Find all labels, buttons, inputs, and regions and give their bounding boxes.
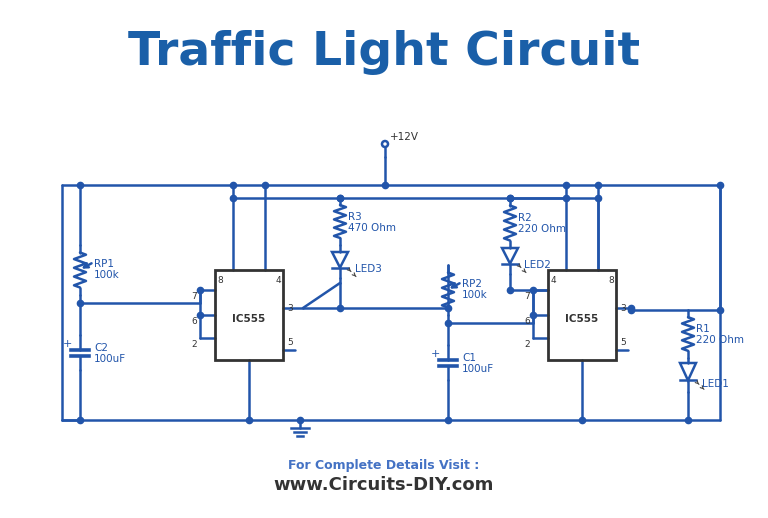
Text: RP1: RP1 xyxy=(94,259,114,269)
Text: Traffic Light Circuit: Traffic Light Circuit xyxy=(128,30,640,75)
Text: 220 Ohm: 220 Ohm xyxy=(518,224,566,234)
Text: R1: R1 xyxy=(696,324,710,334)
Text: 4: 4 xyxy=(550,276,556,285)
Text: RP2: RP2 xyxy=(462,279,482,289)
Text: +12V: +12V xyxy=(390,132,419,142)
Text: 7: 7 xyxy=(525,292,530,301)
Text: 100k: 100k xyxy=(94,270,120,280)
Text: 470 Ohm: 470 Ohm xyxy=(348,223,396,233)
Text: 5: 5 xyxy=(620,338,626,347)
Text: 6: 6 xyxy=(525,317,530,326)
Text: 100uF: 100uF xyxy=(462,364,494,373)
Text: R3: R3 xyxy=(348,211,362,222)
Text: www.Circuits-DIY.com: www.Circuits-DIY.com xyxy=(274,476,494,494)
Text: 7: 7 xyxy=(191,292,197,301)
Text: C2: C2 xyxy=(94,342,108,353)
Text: 2: 2 xyxy=(191,340,197,349)
Text: LED1: LED1 xyxy=(702,379,729,388)
Text: LED2: LED2 xyxy=(524,260,551,270)
Text: 4: 4 xyxy=(275,276,281,285)
Text: 5: 5 xyxy=(287,338,293,347)
Text: 3: 3 xyxy=(620,304,626,312)
Text: 8: 8 xyxy=(217,276,223,285)
Text: 3: 3 xyxy=(287,304,293,312)
Text: +: + xyxy=(430,349,440,358)
Text: C1: C1 xyxy=(462,353,476,363)
Text: 100uF: 100uF xyxy=(94,353,126,364)
Text: 100k: 100k xyxy=(462,290,488,300)
Text: +: + xyxy=(62,338,71,349)
Text: 8: 8 xyxy=(608,276,614,285)
Bar xyxy=(548,270,616,360)
Text: 2: 2 xyxy=(525,340,530,349)
Text: 220 Ohm: 220 Ohm xyxy=(696,335,744,345)
Text: LED3: LED3 xyxy=(355,264,382,274)
Bar xyxy=(215,270,283,360)
Text: 6: 6 xyxy=(191,317,197,326)
Text: For Complete Details Visit :: For Complete Details Visit : xyxy=(288,458,480,471)
Text: R2: R2 xyxy=(518,213,531,223)
Text: IC555: IC555 xyxy=(565,314,598,324)
Text: IC555: IC555 xyxy=(233,314,266,324)
